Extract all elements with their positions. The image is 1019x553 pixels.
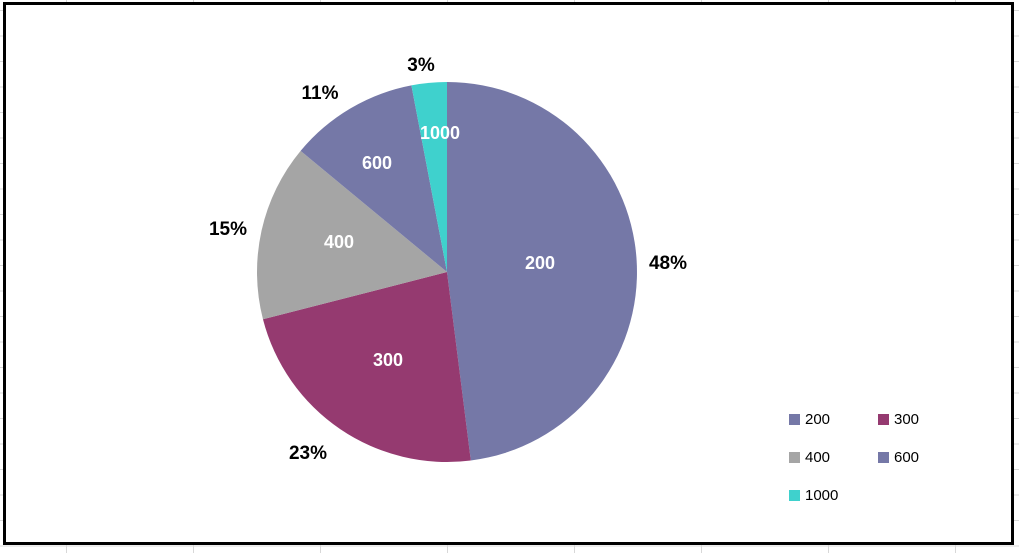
legend-item-200[interactable]: 200	[789, 409, 878, 430]
legend-label: 1000	[805, 487, 839, 504]
legend-item-600[interactable]: 600	[878, 447, 919, 468]
legend-label: 600	[894, 449, 920, 466]
legend-label: 200	[805, 411, 831, 428]
slice-percent-label-200: 48%	[649, 253, 687, 274]
slice-percent-label-600: 11%	[302, 83, 339, 104]
pie-slice-400[interactable]	[257, 150, 447, 320]
slice-value-label-600: 600	[362, 153, 392, 173]
legend-swatch-icon	[789, 452, 800, 463]
legend-swatch-icon	[789, 490, 800, 501]
legend-item-400[interactable]: 400	[789, 447, 878, 468]
legend-swatch-icon	[878, 414, 889, 425]
slice-percent-label-300: 23%	[289, 443, 327, 464]
pie-slice-1000[interactable]	[411, 82, 447, 272]
slice-value-label-200: 200	[525, 253, 555, 273]
legend-swatch-icon	[878, 452, 889, 463]
slice-value-label-1000: 1000	[420, 123, 460, 143]
legend-label: 400	[805, 449, 831, 466]
legend-label: 300	[894, 411, 920, 428]
chart-legend: 200 300 400 600 1000	[789, 409, 919, 506]
pie-slice-600[interactable]	[300, 85, 447, 273]
slice-percent-label-1000: 3%	[407, 55, 435, 76]
pie-slice-200[interactable]	[447, 82, 637, 461]
legend-item-1000[interactable]: 1000	[789, 485, 878, 506]
legend-item-300[interactable]: 300	[878, 409, 919, 430]
legend-swatch-icon	[789, 414, 800, 425]
slice-value-label-300: 300	[373, 350, 403, 370]
pie-slice-300[interactable]	[262, 272, 471, 462]
slice-value-label-400: 400	[324, 232, 354, 252]
slice-percent-label-400: 15%	[209, 219, 247, 240]
